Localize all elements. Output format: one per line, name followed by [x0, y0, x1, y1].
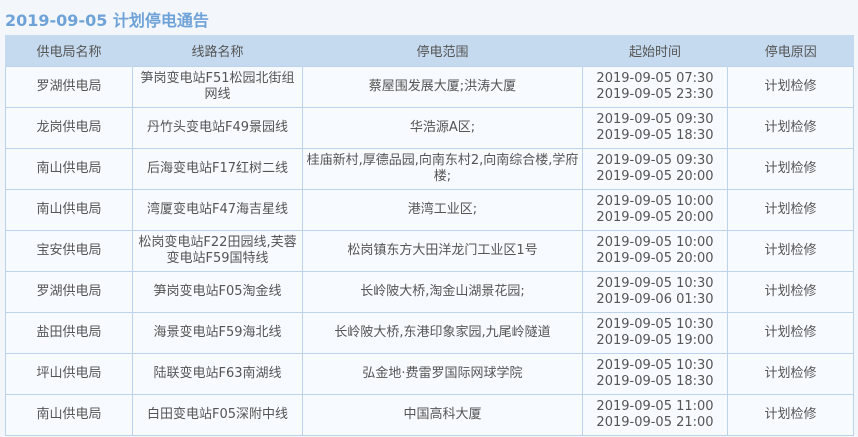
end-time: 2019-09-05 20:00	[596, 169, 714, 184]
table-row: 宝安供电局 松岗变电站F22田园线,芙蓉变电站F59国特线 松岗镇东方大田洋龙门工业…	[5, 230, 854, 272]
bureau-cell: 南山供电局	[5, 189, 133, 231]
range-cell: 弘金地·费雷罗国际网球学院	[302, 353, 583, 395]
start-time: 2019-09-05 09:30	[596, 153, 714, 168]
end-time: 2019-09-05 18:30	[596, 374, 714, 389]
start-time: 2019-09-05 09:30	[596, 112, 714, 127]
start-time: 2019-09-05 10:30	[596, 358, 714, 373]
line-cell: 笋岗变电站F05淘金线	[132, 271, 303, 313]
start-time: 2019-09-05 10:30	[596, 276, 714, 291]
column-header: 停电范围	[302, 35, 583, 67]
line-cell: 白田变电站F05深附中线	[132, 394, 303, 436]
outage-table: 供电局名称 线路名称 停电范围 起始时间 停电原因 罗湖供电局 笋岗变电站F51松园北街组…	[5, 35, 854, 436]
end-time: 2019-09-05 23:30	[596, 87, 714, 102]
bureau-cell: 罗湖供电局	[5, 66, 133, 108]
start-time: 2019-09-05 07:30	[596, 71, 714, 86]
bureau-cell: 宝安供电局	[5, 230, 133, 272]
range-cell: 中国高科大厦	[302, 394, 583, 436]
table-row: 南山供电局 湾厦变电站F47海吉星线 港湾工业区; 2019-09-05 10:00 2…	[5, 189, 854, 231]
table-row: 南山供电局 后海变电站F17红树二线 桂庙新村,厚德品园,向南东村2,向南综合楼,学…	[5, 148, 854, 190]
range-cell: 松岗镇东方大田洋龙门工业区1号	[302, 230, 583, 272]
bureau-cell: 龙岗供电局	[5, 107, 133, 149]
range-cell: 华浩源A区;	[302, 107, 583, 149]
end-time: 2019-09-05 21:00	[596, 415, 714, 430]
column-header: 起始时间	[582, 35, 728, 67]
reason-cell: 计划检修	[727, 148, 854, 190]
start-time: 2019-09-05 10:30	[596, 317, 714, 332]
start-time: 2019-09-05 10:00	[596, 235, 714, 250]
reason-cell: 计划检修	[727, 230, 854, 272]
start-time: 2019-09-05 10:00	[596, 194, 714, 209]
range-cell: 长岭陂大桥,淘金山湖景花园;	[302, 271, 583, 313]
end-time: 2019-09-05 18:30	[596, 128, 714, 143]
column-header: 停电原因	[727, 35, 854, 67]
bureau-cell: 南山供电局	[5, 148, 133, 190]
table-row: 南山供电局 白田变电站F05深附中线 中国高科大厦 2019-09-05 11:00 2…	[5, 394, 854, 436]
line-cell: 陆联变电站F63南湖线	[132, 353, 303, 395]
table-row: 盐田供电局 海景变电站F59海北线 长岭陂大桥,东港印象家园,九尾岭隧道 2019-0…	[5, 312, 854, 354]
range-cell: 蔡屋围发展大厦;洪涛大厦	[302, 66, 583, 108]
table-row: 龙岗供电局 丹竹头变电站F49景园线 华浩源A区; 2019-09-05 09:30 2…	[5, 107, 854, 149]
end-time: 2019-09-05 19:00	[596, 333, 714, 348]
time-cell: 2019-09-05 10:30 2019-09-05 18:30	[582, 353, 728, 395]
column-header: 线路名称	[132, 35, 303, 67]
reason-cell: 计划检修	[727, 312, 854, 354]
time-cell: 2019-09-05 09:30 2019-09-05 18:30	[582, 107, 728, 149]
column-header: 供电局名称	[5, 35, 133, 67]
reason-cell: 计划检修	[727, 66, 854, 108]
time-cell: 2019-09-05 10:00 2019-09-05 20:00	[582, 230, 728, 272]
reason-cell: 计划检修	[727, 394, 854, 436]
end-time: 2019-09-05 20:00	[596, 210, 714, 225]
time-cell: 2019-09-05 10:30 2019-09-06 01:30	[582, 271, 728, 313]
time-cell: 2019-09-05 10:30 2019-09-05 19:00	[582, 312, 728, 354]
end-time: 2019-09-05 20:00	[596, 251, 714, 266]
time-cell: 2019-09-05 09:30 2019-09-05 20:00	[582, 148, 728, 190]
table-row: 坪山供电局 陆联变电站F63南湖线 弘金地·费雷罗国际网球学院 2019-09-05 …	[5, 353, 854, 395]
range-cell: 长岭陂大桥,东港印象家园,九尾岭隧道	[302, 312, 583, 354]
reason-cell: 计划检修	[727, 107, 854, 149]
time-cell: 2019-09-05 11:00 2019-09-05 21:00	[582, 394, 728, 436]
line-cell: 后海变电站F17红树二线	[132, 148, 303, 190]
table-row: 罗湖供电局 笋岗变电站F05淘金线 长岭陂大桥,淘金山湖景花园; 2019-09-05…	[5, 271, 854, 313]
reason-cell: 计划检修	[727, 271, 854, 313]
reason-cell: 计划检修	[727, 353, 854, 395]
table-row: 罗湖供电局 笋岗变电站F51松园北街组网线 蔡屋围发展大厦;洪涛大厦 2019-09-…	[5, 66, 854, 108]
start-time: 2019-09-05 11:00	[596, 399, 714, 414]
range-cell: 桂庙新村,厚德品园,向南东村2,向南综合楼,学府楼;	[302, 148, 583, 190]
bureau-cell: 坪山供电局	[5, 353, 133, 395]
line-cell: 海景变电站F59海北线	[132, 312, 303, 354]
time-cell: 2019-09-05 07:30 2019-09-05 23:30	[582, 66, 728, 108]
bureau-cell: 罗湖供电局	[5, 271, 133, 313]
line-cell: 湾厦变电站F47海吉星线	[132, 189, 303, 231]
range-cell: 港湾工业区;	[302, 189, 583, 231]
bureau-cell: 盐田供电局	[5, 312, 133, 354]
bureau-cell: 南山供电局	[5, 394, 133, 436]
reason-cell: 计划检修	[727, 189, 854, 231]
line-cell: 笋岗变电站F51松园北街组网线	[132, 66, 303, 108]
time-cell: 2019-09-05 10:00 2019-09-05 20:00	[582, 189, 728, 231]
page-title: 2019-09-05 计划停电通告	[5, 11, 209, 30]
end-time: 2019-09-06 01:30	[596, 292, 714, 307]
line-cell: 丹竹头变电站F49景园线	[132, 107, 303, 149]
line-cell: 松岗变电站F22田园线,芙蓉变电站F59国特线	[132, 230, 303, 272]
